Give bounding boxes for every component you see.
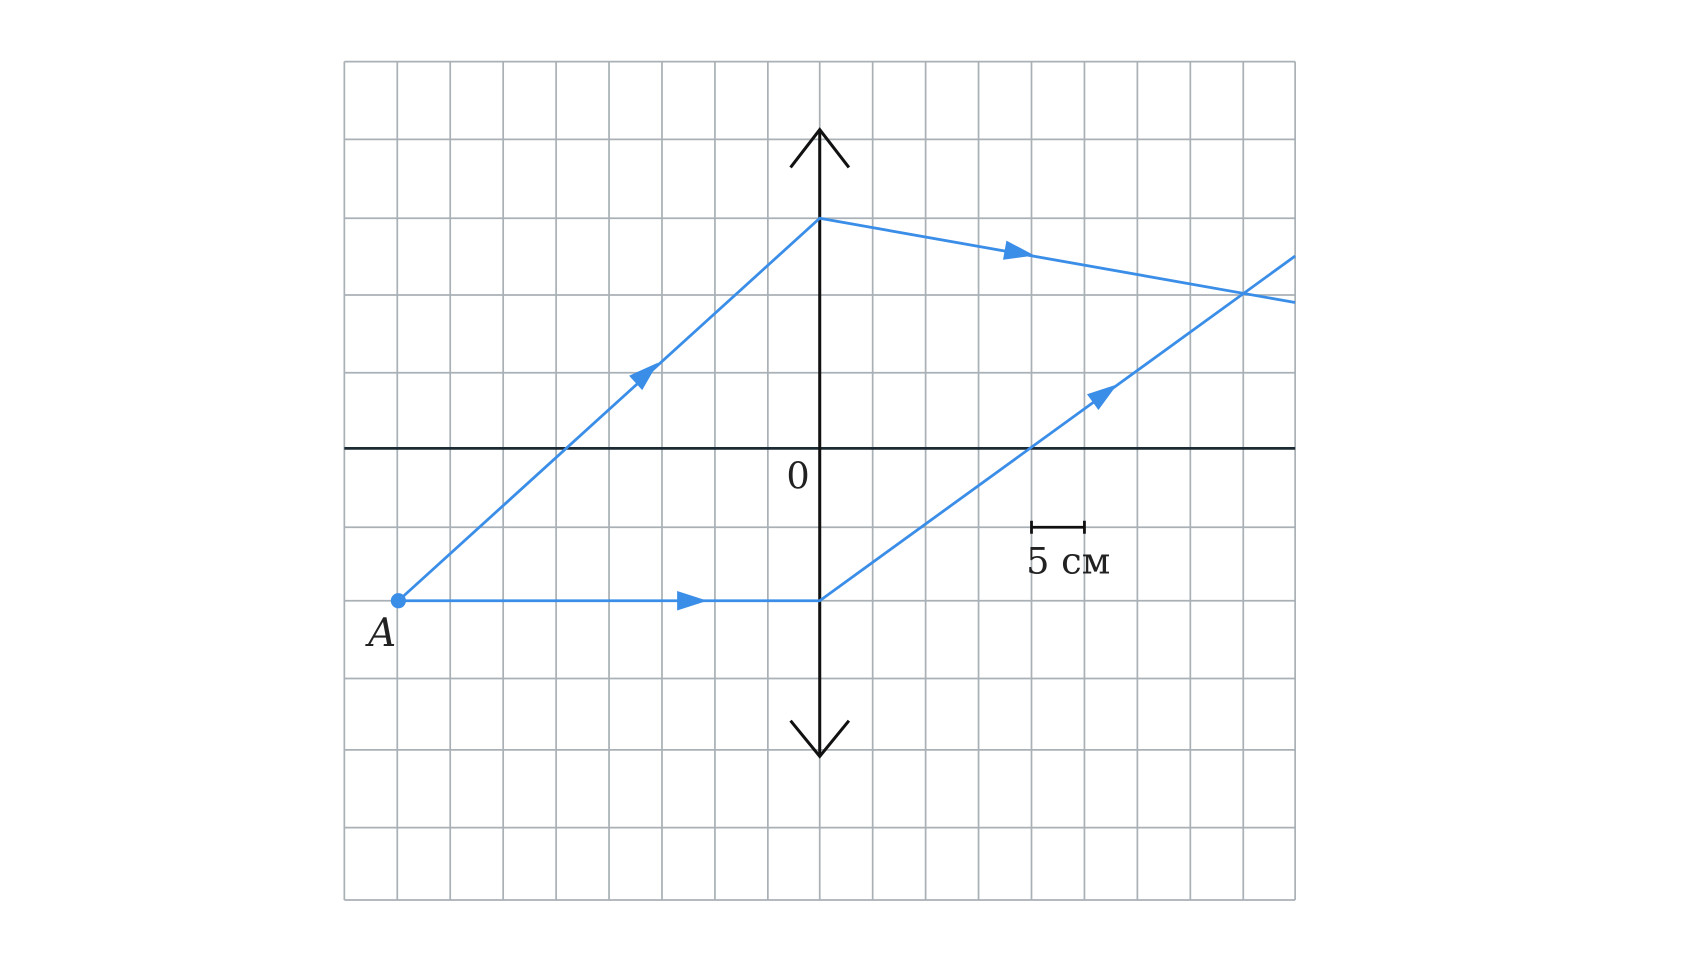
lens-arrow-top	[789, 127, 851, 169]
origin-label: 0	[786, 454, 809, 497]
ray-arrow	[1087, 384, 1118, 411]
scale-bar	[1030, 520, 1086, 534]
ray-arrow	[677, 591, 708, 611]
point-label: A	[365, 611, 396, 656]
ray-arrow	[629, 362, 659, 391]
ray-arrow	[1003, 240, 1035, 260]
rays	[390, 216, 1296, 611]
ray-through-top	[397, 216, 1296, 602]
lens	[789, 127, 851, 759]
ray-parallel	[398, 254, 1296, 603]
lens-arrow-bottom	[789, 719, 851, 759]
point-a	[390, 593, 406, 609]
scale-label: 5 см	[1026, 540, 1110, 583]
